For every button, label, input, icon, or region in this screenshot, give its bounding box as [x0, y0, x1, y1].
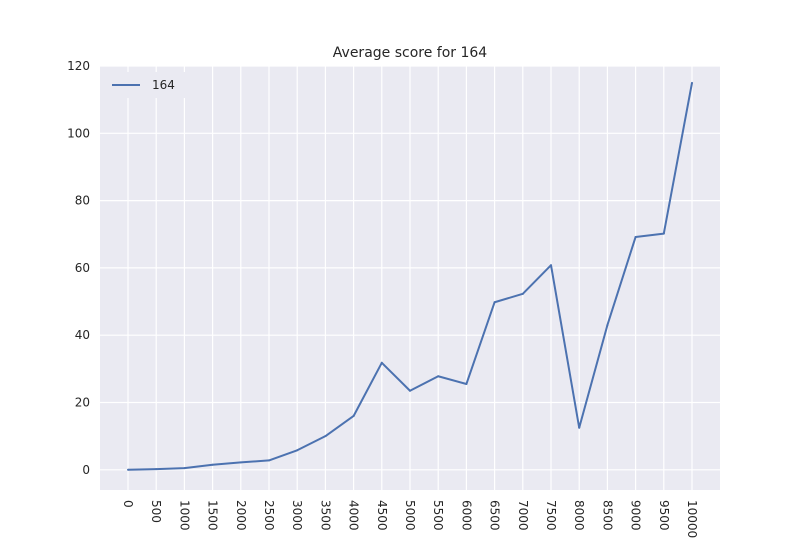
y-tick-label: 40 [75, 328, 90, 342]
x-tick-label: 3000 [290, 500, 304, 531]
y-axis-ticks: 0 20 40 60 80 100 120 [67, 59, 90, 477]
x-tick-label: 2500 [262, 500, 276, 531]
data-point [183, 467, 186, 470]
x-tick-label: 5000 [403, 500, 417, 531]
x-tick-label: 7000 [516, 500, 530, 531]
x-tick-label: 6500 [488, 500, 502, 531]
data-point [606, 324, 609, 327]
data-point [380, 361, 383, 364]
x-tick-label: 8500 [600, 500, 614, 531]
x-tick-label: 3500 [318, 500, 332, 531]
legend: 164 [106, 72, 186, 98]
data-point [409, 389, 411, 392]
y-tick-label: 120 [67, 59, 90, 73]
y-tick-label: 20 [75, 396, 90, 410]
data-point [268, 459, 270, 462]
y-tick-label: 100 [67, 126, 90, 140]
x-tick-label: 0 [121, 500, 135, 508]
data-point [634, 235, 637, 238]
data-point [155, 468, 158, 471]
x-tick-label: 500 [149, 500, 163, 523]
x-tick-label: 8000 [572, 500, 586, 531]
data-point [493, 301, 496, 304]
data-point [465, 383, 468, 385]
data-point [691, 81, 693, 84]
x-tick-label: 1500 [206, 500, 220, 531]
data-point [352, 414, 355, 417]
x-tick-label: 4500 [375, 500, 389, 531]
data-point [127, 468, 129, 471]
y-tick-label: 0 [82, 463, 90, 477]
legend-label-164: 164 [152, 78, 175, 92]
x-tick-label: 9000 [629, 500, 643, 531]
chart-title: Average score for 164 [333, 45, 488, 61]
x-tick-label: 10000 [685, 500, 699, 538]
x-tick-label: 6000 [459, 500, 473, 531]
x-tick-label: 7500 [544, 500, 558, 531]
data-point [437, 375, 440, 378]
x-tick-label: 4000 [347, 500, 361, 531]
data-point [211, 463, 214, 466]
data-point [662, 232, 665, 235]
grid-lines [100, 65, 720, 490]
y-tick-label: 60 [75, 261, 90, 275]
x-tick-label: 9500 [657, 500, 671, 531]
data-point [578, 426, 581, 429]
series-layer [127, 81, 693, 471]
x-tick-label: 1000 [177, 500, 191, 531]
x-axis-ticks: 0 500 1000 1500 2000 2500 3000 3500 4000 4500 5000… [121, 500, 699, 538]
data-point [239, 461, 242, 464]
data-point [296, 449, 299, 452]
data-point [324, 435, 327, 438]
x-tick-label: 2000 [234, 500, 248, 531]
data-point [521, 292, 524, 295]
data-point [550, 264, 552, 267]
y-tick-label: 80 [75, 194, 90, 208]
x-tick-label: 5500 [431, 500, 445, 531]
